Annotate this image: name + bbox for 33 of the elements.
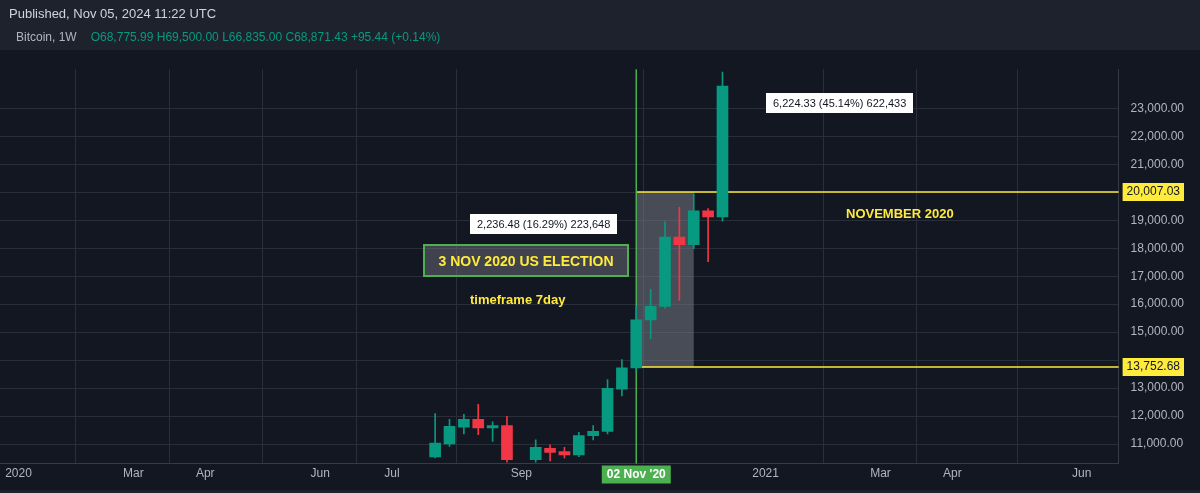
x-tick-label: 2021 [752, 466, 780, 481]
annotation: 3 NOV 2020 US ELECTION [423, 244, 629, 277]
annotation: 2,236.48 (16.29%) 223,648 [470, 214, 618, 234]
y-tick-label: 19,000.00 [1130, 212, 1185, 227]
y-tick-label: 22,000.00 [1130, 128, 1185, 143]
ref-line-label: 20,007.03 [1126, 184, 1181, 199]
candlestick [702, 208, 714, 262]
y-tick-label: 16,000.00 [1130, 296, 1185, 311]
annotation: NOVEMBER 2020 [846, 206, 954, 221]
x-tick-label: Jun [1071, 466, 1092, 481]
y-tick-label: 17,000.00 [1130, 268, 1185, 283]
annotation: timeframe 7day [470, 292, 566, 307]
ref-line-label: 02 Nov '20 [606, 466, 667, 481]
x-tick-label: 2020 [5, 466, 33, 481]
ref-line-label: 13,752.68 [1126, 359, 1181, 374]
x-tick-label: Mar [870, 466, 891, 481]
x-tick-label: Apr [195, 466, 215, 481]
x-tick-label: Jun [310, 466, 330, 481]
annotation: 6,224.33 (45.14%) 622,433 [766, 93, 914, 113]
x-tick-label: Jul [384, 466, 400, 481]
y-tick-label: 18,000.00 [1130, 240, 1185, 255]
y-tick-label: 11,000.00 [1130, 436, 1184, 451]
x-tick-label: Apr [943, 466, 962, 481]
y-tick-label: 12,000.00 [1130, 408, 1185, 423]
x-tick-label: Sep [510, 466, 533, 481]
y-tick-label: 23,000.00 [1130, 100, 1185, 115]
chart-title: Bitcoin, 1W [16, 30, 77, 44]
y-tick-label: 21,000.00 [1130, 156, 1185, 171]
y-tick-label: 15,000.00 [1130, 324, 1185, 339]
chart-subtitle: Published, Nov 05, 2024 11:22 UTC [9, 6, 217, 21]
y-tick-label: 13,000.00 [1130, 380, 1185, 395]
text: O68,775.99 H69,500.00 L66,835.00 C68,871.43 +95.44 (+0.14%) [90, 30, 441, 44]
x-tick-label: Mar [123, 466, 144, 481]
